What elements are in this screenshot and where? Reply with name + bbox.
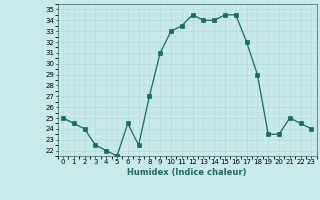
X-axis label: Humidex (Indice chaleur): Humidex (Indice chaleur) (127, 168, 247, 177)
